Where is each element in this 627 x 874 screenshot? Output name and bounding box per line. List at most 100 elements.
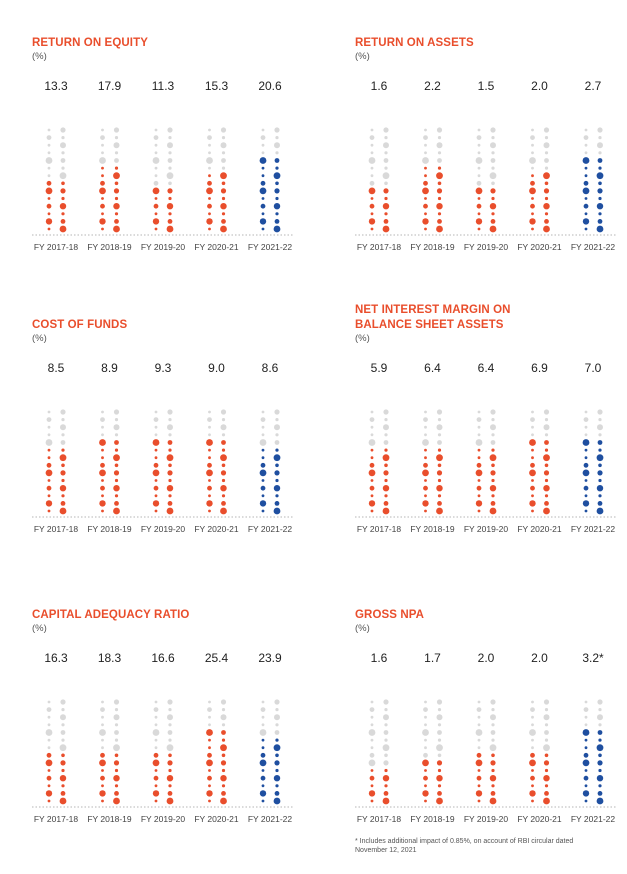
dot-filled: [221, 791, 226, 796]
dot-filled: [47, 212, 51, 216]
dot-filled: [369, 485, 375, 491]
dot-empty: [114, 738, 119, 742]
footnote: * Includes additional impact of 0.85%, o…: [355, 838, 574, 854]
dot-filled: [424, 509, 427, 513]
dot-filled: [530, 462, 535, 468]
dot-filled: [206, 729, 213, 736]
dot-filled: [261, 746, 265, 750]
dot-filled: [597, 219, 603, 224]
dot-filled: [100, 485, 105, 491]
dot-filled: [529, 439, 536, 446]
category-label: FY 2020-21: [194, 814, 239, 824]
dot-empty: [46, 417, 52, 422]
value-label: 16.3: [44, 651, 68, 665]
dot-filled: [437, 478, 442, 483]
dot-filled: [424, 456, 427, 460]
value-label: 2.0: [531, 651, 548, 665]
dot-empty: [60, 424, 66, 431]
dot-filled: [113, 203, 120, 210]
dot-filled: [476, 203, 482, 209]
chart-unit: (%): [355, 623, 370, 634]
dot-filled: [490, 501, 496, 506]
dot-filled: [531, 212, 534, 216]
dot-empty: [45, 439, 53, 446]
dot-empty: [424, 715, 427, 719]
dot-filled: [531, 456, 534, 460]
dot-filled: [259, 187, 267, 195]
dot-empty: [424, 723, 427, 727]
dot-empty: [544, 730, 549, 735]
dot-empty: [154, 143, 158, 147]
dot-filled: [370, 784, 374, 788]
dot-filled: [100, 180, 105, 186]
dot-filled: [422, 790, 429, 797]
dot-empty: [153, 180, 159, 186]
dot-filled: [207, 462, 212, 468]
dot-filled: [220, 172, 227, 180]
dot-filled: [424, 197, 427, 200]
dot-filled: [424, 227, 427, 231]
dot-filled: [584, 166, 588, 170]
dot-filled: [274, 470, 280, 476]
dot-filled: [114, 440, 119, 445]
category-label: FY 2017-18: [357, 524, 402, 534]
dot-empty: [113, 127, 120, 133]
dot-filled: [152, 439, 160, 446]
dot-filled: [167, 188, 173, 194]
dot-filled: [61, 181, 65, 186]
dot-filled: [61, 212, 65, 216]
dot-empty: [436, 142, 443, 149]
dot-empty: [208, 715, 211, 719]
dot-filled: [113, 454, 120, 462]
dot-empty: [384, 723, 388, 727]
dot-filled: [167, 219, 173, 224]
dot-empty: [490, 142, 496, 149]
dot-empty: [584, 143, 588, 147]
dot-filled: [531, 509, 534, 513]
dot-empty: [544, 158, 549, 163]
dot-filled: [597, 440, 603, 445]
dot-filled: [168, 768, 172, 773]
dot-empty: [275, 418, 279, 422]
dot-filled: [168, 463, 172, 468]
dot-filled: [208, 494, 211, 498]
dot-empty: [437, 136, 442, 140]
dot-filled: [596, 797, 604, 805]
dot-empty: [60, 730, 66, 735]
dot-filled: [208, 746, 211, 750]
dot-empty: [383, 730, 389, 735]
dot-filled: [59, 485, 67, 492]
dot-filled: [208, 227, 211, 231]
dot-empty: [153, 417, 159, 422]
dot-filled: [544, 440, 549, 445]
dot-filled: [597, 730, 603, 735]
dot-filled: [370, 509, 374, 513]
dot-empty: [491, 181, 495, 186]
dot-filled: [584, 784, 588, 788]
dot-filled: [437, 219, 442, 224]
dot-filled: [59, 225, 67, 233]
dot-empty: [114, 708, 119, 712]
dot-empty: [383, 127, 389, 133]
dot-filled: [424, 784, 427, 788]
dot-empty: [220, 424, 227, 431]
dot-filled: [221, 730, 226, 735]
dot-empty: [370, 128, 374, 132]
dot-empty: [424, 738, 427, 742]
dot-filled: [598, 494, 602, 498]
dot-empty: [260, 417, 266, 422]
dot-empty: [154, 700, 158, 704]
dot-filled: [60, 760, 66, 766]
dot-empty: [531, 700, 534, 704]
dot-filled: [61, 494, 65, 498]
dot-empty: [113, 424, 120, 431]
dot-filled: [384, 463, 388, 468]
dot-filled: [99, 439, 106, 446]
dot-empty: [437, 730, 442, 735]
dot-empty: [544, 433, 549, 437]
dot-filled: [168, 212, 172, 216]
dot-filled: [46, 180, 52, 186]
dot-filled: [261, 456, 265, 460]
dot-filled: [584, 227, 588, 231]
dot-filled: [543, 188, 550, 194]
